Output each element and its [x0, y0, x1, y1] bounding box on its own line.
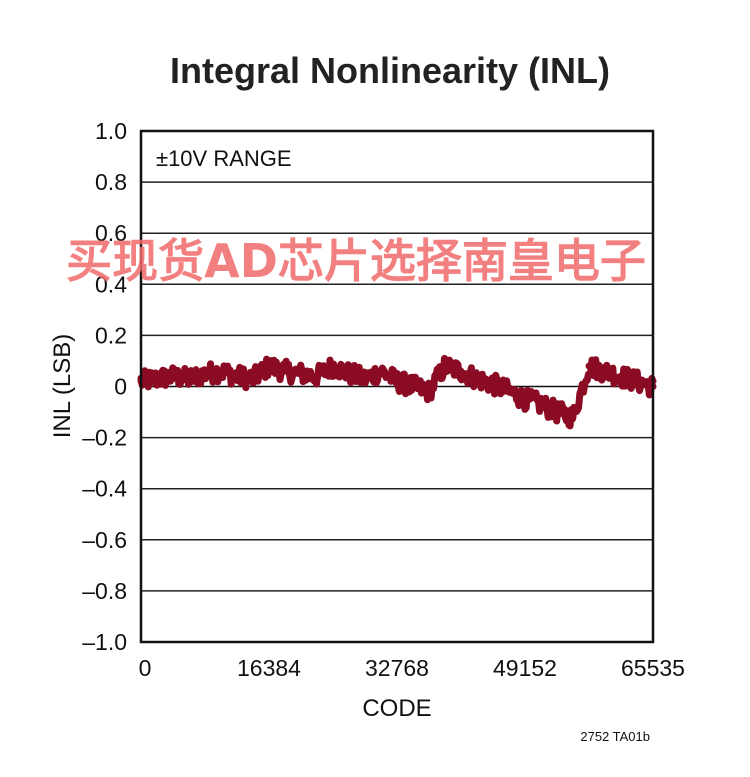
inl-data-point — [169, 372, 177, 380]
inl-data-point — [329, 362, 337, 370]
inl-data-point — [569, 413, 577, 421]
inl-data-point — [489, 380, 497, 388]
inl-data-point — [409, 383, 417, 390]
plot-frame — [139, 129, 655, 644]
figure-id: 2752 TA01b — [580, 729, 650, 744]
y-tick-label: 0.4 — [95, 271, 127, 297]
y-tick-label: –0.2 — [82, 425, 127, 451]
y-tick-label: 0.8 — [95, 169, 127, 195]
y-tick-label: –0.6 — [82, 527, 127, 553]
inl-data-point — [217, 367, 225, 375]
inl-series-line — [137, 354, 657, 430]
inl-data-point — [281, 367, 289, 375]
inl-data-point — [617, 372, 625, 380]
inl-data-point — [201, 370, 209, 378]
chart-title: Integral Nonlinearity (INL) — [170, 50, 610, 91]
y-tick-label: –1.0 — [82, 629, 127, 655]
watermark-text: 买现货AD芯片选择南皇电子 — [66, 234, 646, 288]
inl-data-point — [505, 388, 513, 396]
y-axis-label: INL (LSB) — [49, 334, 76, 438]
y-tick-label: 0.6 — [95, 220, 127, 246]
inl-data-point — [361, 375, 369, 383]
inl-data-point — [233, 372, 241, 380]
inl-data-point — [345, 370, 353, 378]
y-tick-label: –0.4 — [82, 476, 127, 502]
x-tick-label: 65535 — [621, 655, 685, 681]
inl-data-point — [185, 375, 193, 383]
y-tick-label: 0 — [114, 374, 127, 400]
inl-data-point — [425, 388, 433, 396]
x-tick-label: 32768 — [365, 655, 429, 681]
y-tick-label: 0.2 — [95, 322, 127, 348]
inl-data-point — [153, 375, 161, 383]
inl-data-point — [633, 377, 641, 385]
range-annotation: ±10V RANGE — [156, 146, 292, 171]
inl-data-point — [537, 400, 545, 408]
inl-data-point — [601, 367, 609, 375]
inl-data-point — [521, 395, 529, 403]
y-tick-label: –0.8 — [82, 578, 127, 604]
x-axis-label: CODE — [362, 695, 431, 722]
y-tick-labels: 1.0 0.8 0.6 0.4 0.2 0 –0.2 –0.4 –0.6 –0.8 –1.0 — [82, 118, 127, 655]
inl-data-point — [393, 377, 401, 385]
series-layer — [137, 354, 657, 430]
inl-data-point — [249, 375, 257, 383]
inl-data-point — [441, 362, 449, 370]
x-tick-label: 0 — [139, 655, 152, 681]
inl-data-point — [553, 408, 561, 416]
inl-data-point — [377, 367, 385, 375]
x-tick-labels: 0 16384 32768 49152 65535 — [139, 655, 685, 681]
inl-data-point — [313, 372, 321, 380]
x-tick-label: 16384 — [237, 655, 301, 681]
inl-data-point — [457, 367, 465, 375]
inl-data-point — [265, 362, 273, 370]
inl-data-point — [297, 370, 305, 378]
y-tick-label: 1.0 — [95, 118, 127, 144]
inl-data-point — [473, 375, 481, 383]
x-tick-label: 49152 — [493, 655, 557, 681]
inl-data-point — [585, 362, 593, 370]
